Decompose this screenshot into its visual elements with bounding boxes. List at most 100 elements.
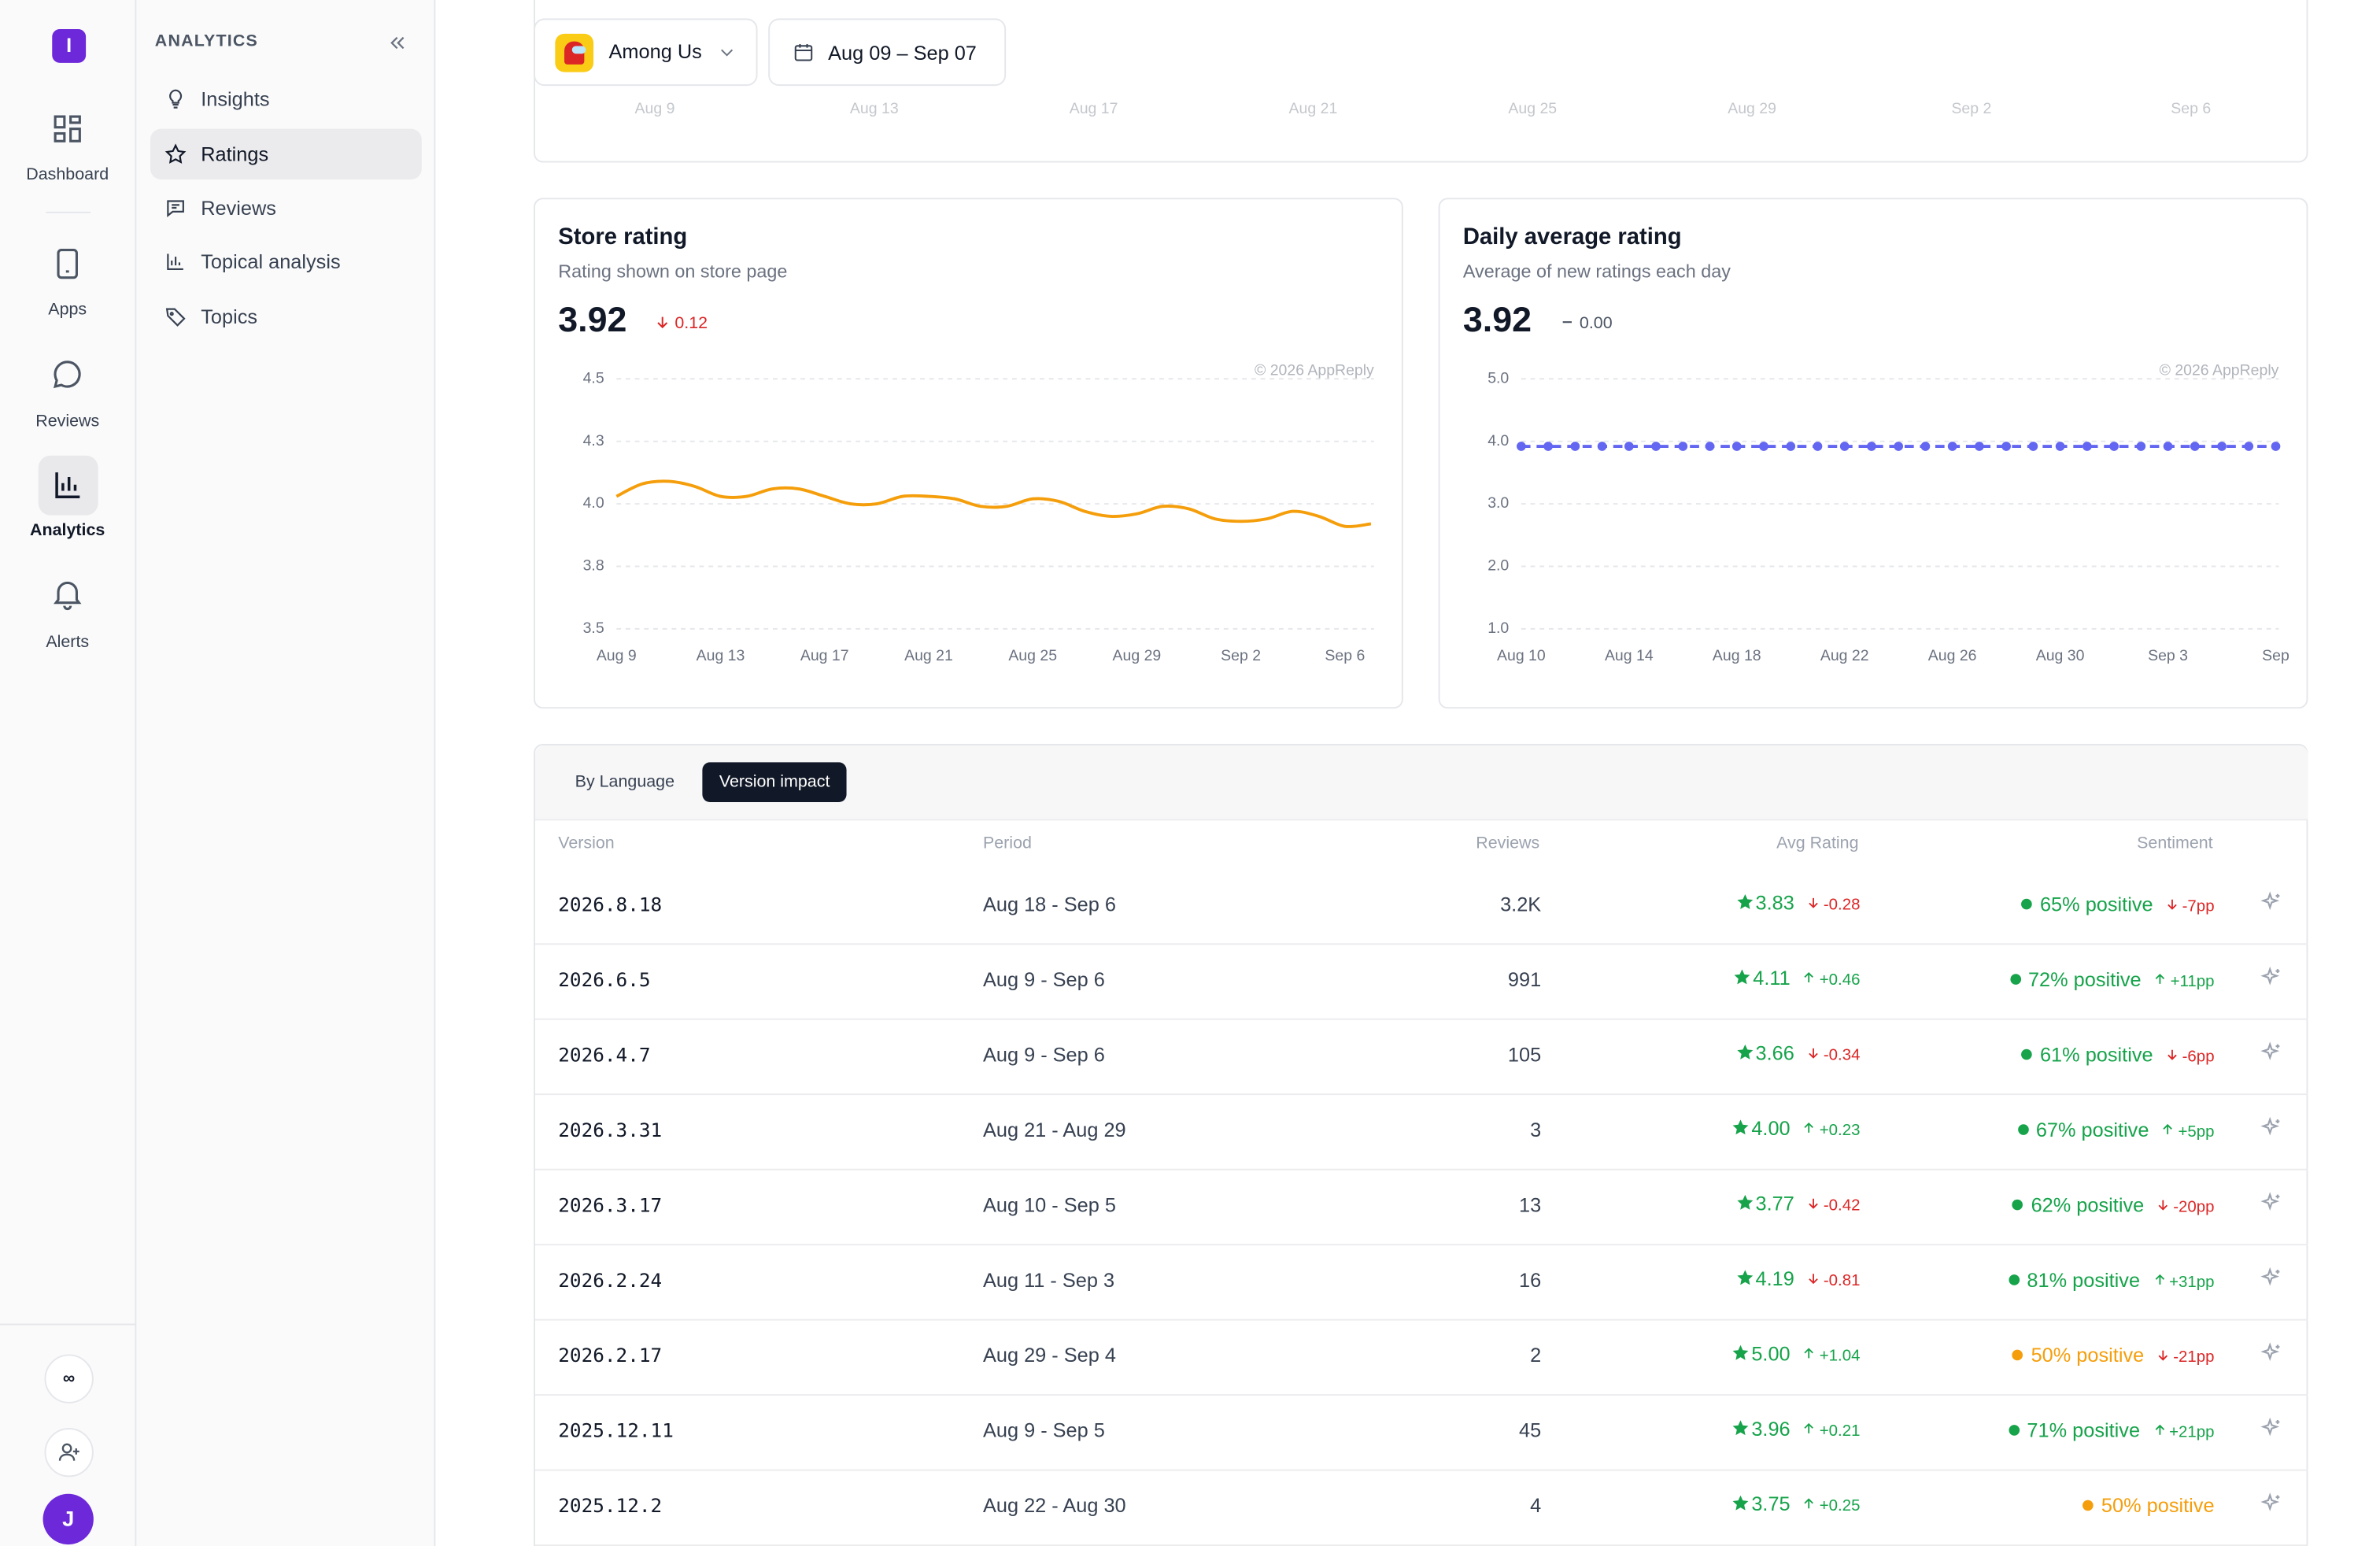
x-tick-label: Aug 13	[849, 101, 899, 119]
sentiment-change-value: +31pp	[2169, 1273, 2215, 1292]
sentiment-change-value: +11pp	[2170, 972, 2215, 991]
period: Aug 21 - Aug 29	[982, 1118, 1126, 1141]
bulb-icon	[169, 89, 183, 109]
x-tick-label: Aug 10	[1497, 647, 1546, 664]
insight-button[interactable]	[2260, 1116, 2283, 1139]
insight-button[interactable]	[2260, 1267, 2283, 1289]
reviews: 105	[1507, 1042, 1542, 1067]
sparkle	[2260, 1492, 2280, 1511]
menu-item[interactable]: Ratings	[150, 128, 422, 179]
avg-rating: 4.11 +0.46	[1733, 967, 1860, 989]
menu-item[interactable]: Topics	[150, 291, 422, 342]
star-path	[1736, 893, 1753, 909]
change-arrow	[1809, 897, 1818, 908]
tab[interactable]: By Language	[575, 773, 675, 792]
change: 0.12	[655, 314, 708, 333]
tab[interactable]: Version impact	[702, 762, 847, 803]
reviews-icon[interactable]	[49, 356, 86, 393]
star-path	[1736, 1270, 1753, 1285]
insight-button[interactable]	[2260, 1192, 2283, 1215]
star	[1736, 1194, 1753, 1210]
nav-label[interactable]: Dashboard	[26, 165, 109, 184]
sentiment: 62% positive -20pp	[2012, 1193, 2215, 1216]
more-button[interactable]: ∞	[44, 1354, 94, 1404]
column-header: Sentiment	[2137, 834, 2213, 853]
point	[1947, 442, 1957, 451]
y-tick-label: 4.0	[1488, 432, 1509, 449]
insight-button[interactable]	[2260, 1041, 2283, 1064]
sentiment-change: -20pp	[2144, 1198, 2215, 1216]
insight-button[interactable]	[2260, 1417, 2283, 1440]
insight-button[interactable]	[2260, 1342, 2283, 1365]
period: Aug 18 - Sep 6	[982, 893, 1116, 916]
change-arrow	[1805, 1122, 1814, 1133]
avatar[interactable]: J	[42, 1493, 94, 1545]
y-tick-label: 3.0	[1488, 494, 1509, 512]
invite-button[interactable]	[44, 1428, 94, 1478]
insight-button[interactable]	[2260, 1492, 2283, 1515]
watermark: © 2026 AppReply	[1255, 362, 1374, 379]
sidebar: I Dashboard Apps Reviews Analytics Alert…	[0, 0, 137, 1546]
point	[2136, 442, 2146, 451]
insight-button[interactable]	[2260, 891, 2283, 914]
app-selector[interactable]: Among Us	[534, 18, 758, 87]
sentiment-dot	[2012, 1199, 2023, 1211]
point	[1920, 442, 1931, 451]
rating-change-value: +1.04	[1819, 1346, 1861, 1366]
sentiment: 65% positive -7pp	[2021, 893, 2215, 915]
rating-change: +0.46	[1791, 971, 1860, 989]
sentiment-change: +21pp	[2140, 1423, 2215, 1442]
point	[1651, 442, 1661, 451]
menu-item[interactable]: Insights	[150, 74, 422, 124]
sentiment-change: -7pp	[2153, 897, 2215, 915]
chart-subtitle: Average of new ratings each day	[1462, 261, 1731, 283]
change-arrow	[1809, 1048, 1818, 1059]
rating-change: +0.23	[1791, 1121, 1861, 1140]
nav-label[interactable]: Analytics	[30, 521, 105, 540]
nav-label[interactable]: Alerts	[46, 633, 90, 653]
point	[2001, 442, 2011, 451]
trend-icon	[657, 316, 668, 329]
alerts-icon[interactable]	[49, 575, 86, 612]
menu-label: Ratings	[201, 142, 269, 166]
point	[2244, 442, 2254, 451]
reviews: 991	[1507, 967, 1542, 991]
sentiment-change-value: -21pp	[2173, 1348, 2215, 1367]
menu-item[interactable]: Reviews	[150, 183, 422, 233]
x-tick-label: Aug 29	[1113, 647, 1162, 664]
column-header: Version	[558, 834, 615, 853]
change-arrow	[1809, 1198, 1818, 1209]
nav-label[interactable]: Reviews	[35, 412, 100, 431]
date-picker[interactable]: Aug 09 – Sep 07	[768, 18, 1007, 87]
arrow-path	[1809, 1198, 1818, 1209]
point	[2271, 442, 2281, 451]
sentiment: 72% positive +11pp	[2009, 967, 2215, 991]
apps-icon[interactable]	[49, 246, 86, 283]
app-icon-visor	[571, 46, 586, 54]
analytics-icon[interactable]	[49, 466, 86, 503]
star	[1732, 1420, 1749, 1436]
table-row: 2026.3.17 Aug 10 - Sep 5 13 3.77 -0.42 62% po…	[535, 1169, 2308, 1246]
avg-rating: 3.66 -0.34	[1735, 1041, 1860, 1064]
rating-change: -0.28	[1794, 896, 1860, 914]
x-tick-label: Aug 14	[1605, 647, 1654, 664]
sentiment: 81% positive +31pp	[2009, 1268, 2215, 1292]
change-arrow	[2156, 973, 2165, 984]
insight-button[interactable]	[2260, 966, 2283, 989]
sentiment-text: 72% positive	[2027, 967, 2142, 991]
reviews: 3.2K	[1500, 893, 1542, 916]
nav-label[interactable]: Apps	[48, 300, 87, 320]
change-value: 0.00	[1579, 314, 1613, 333]
point	[1678, 442, 1688, 451]
logo[interactable]: I	[52, 29, 87, 63]
version: 2026.2.24	[558, 1268, 663, 1292]
chart-title: Daily average rating	[1462, 224, 1682, 250]
menu-item[interactable]: Topical analysis	[150, 236, 422, 287]
point	[1839, 442, 1850, 451]
sentiment-dot	[2082, 1500, 2094, 1511]
chart: 4.5 4.3 4.0 3.8 3.5 Aug 9 Aug 13 Aug 17 Aug 21 Au…	[583, 362, 1374, 664]
divider	[0, 1323, 135, 1326]
collapse-button[interactable]	[386, 32, 408, 54]
dashboard-icon[interactable]	[49, 110, 86, 147]
tag-icon	[165, 308, 186, 327]
